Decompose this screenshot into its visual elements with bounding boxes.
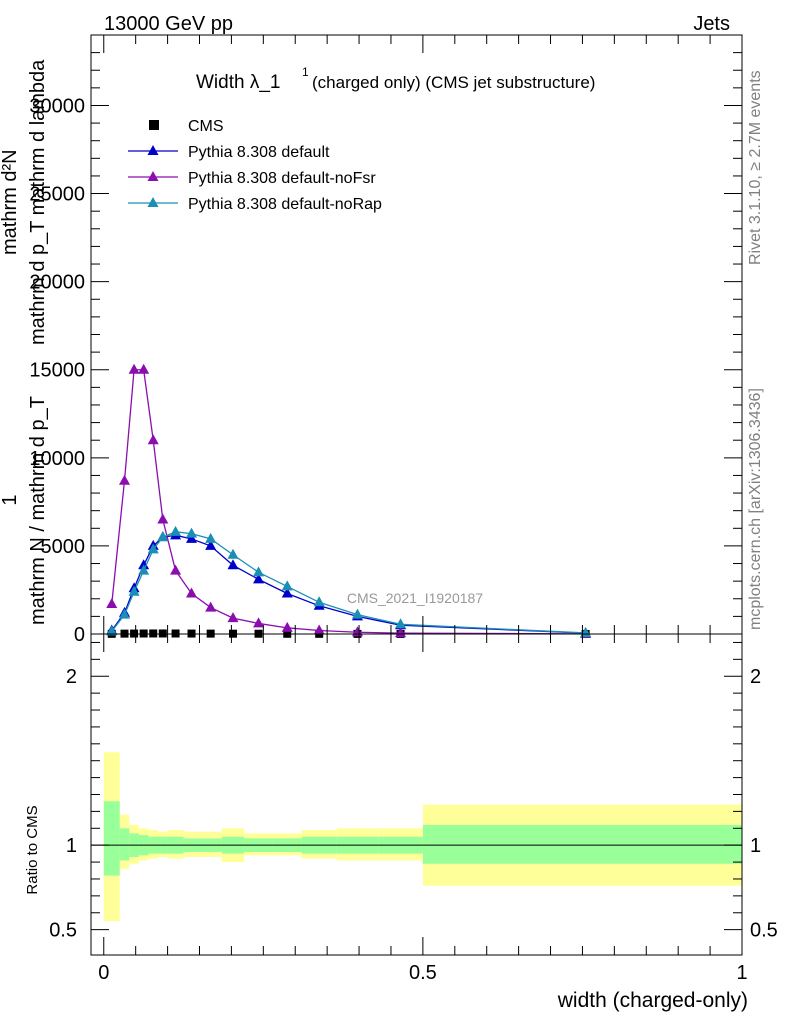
ratio-y-tick-label: 2 (66, 666, 77, 688)
series-point (253, 617, 265, 628)
legend-entry: Pythia 8.308 default (128, 144, 330, 161)
main-y-tick-label: 25000 (29, 184, 85, 206)
series-point (170, 525, 182, 536)
series-point (227, 548, 239, 559)
main-y-tick-label: 0 (74, 624, 85, 646)
ratio-y-axis-label: Ratio to CMS (24, 805, 41, 894)
series-point (106, 625, 118, 636)
series-point (138, 564, 150, 575)
series-point (157, 513, 169, 524)
x-axis-label: width (charged-only) (557, 989, 748, 1012)
main-plot-axes: 0 5000 10000 15000 20000 25000 30000 (29, 34, 743, 646)
ratio-inner-band (103, 801, 120, 876)
ratio-y-tick-label: 1 (66, 835, 77, 857)
plot-title-main: Width λ_1 (196, 72, 280, 93)
series-point (106, 598, 118, 609)
series-point (253, 566, 265, 577)
main-y-tick-label: 15000 (29, 360, 85, 382)
series-point (128, 363, 140, 374)
series-point (395, 627, 407, 638)
legend-label: Pythia 8.308 default-noRap (188, 196, 382, 213)
y-label-numerator: mathrm d²N (0, 149, 21, 255)
plot-title: Width λ_1 1 (charged only) (CMS jet subs… (196, 65, 595, 93)
x-tick-label: 0 (98, 962, 109, 984)
series-point (119, 608, 131, 619)
series-point (227, 612, 239, 623)
series-point (170, 564, 182, 575)
analysis-watermark: CMS_2021_I1920187 (347, 590, 483, 606)
mcplots-reference-label: mcplots.cern.ch [arXiv:1306.3436] (747, 388, 764, 630)
x-tick-label: 1 (736, 962, 747, 984)
series-point (395, 618, 407, 629)
header-category-label: Jets (693, 13, 730, 35)
header-collision-label: 13000 GeV pp (104, 13, 233, 35)
main-y-tick-label: 30000 (29, 95, 85, 117)
ratio-plot-area (91, 752, 742, 922)
ratio-inner-band (119, 828, 130, 861)
series-point (281, 580, 293, 591)
ratio-plot-axes: 0.5 0.51 12 20 0.5 1 (49, 633, 778, 984)
series-point (313, 596, 325, 607)
ratio-y-tick-label-right: 1 (750, 835, 761, 857)
series-line (111, 534, 586, 634)
ratio-inner-band (422, 824, 742, 864)
series-line (111, 369, 586, 635)
main-y-tick-label: 10000 (29, 448, 85, 470)
legend-entry: Pythia 8.308 default-noRap (128, 196, 382, 213)
main-y-tick-label: 5000 (41, 536, 86, 558)
plot-title-superscript: 1 (302, 65, 309, 79)
y-label-denominator: mathrm d p_T mathrm d lambda (27, 59, 49, 345)
ratio-plot-frame (90, 633, 743, 956)
y-label-prefix-denominator: mathrm N / mathrm d p_T (27, 396, 49, 625)
ratio-y-tick-label-right: 0.5 (750, 920, 778, 942)
series-point (147, 434, 159, 445)
series-point (186, 587, 198, 598)
series-point (119, 474, 131, 485)
series-pythia-8-308-default-norap (106, 525, 592, 637)
legend-entry: CMS (149, 118, 224, 135)
series-pythia-8-308-default (106, 529, 592, 638)
x-tick-label: 0.5 (409, 962, 437, 984)
ratio-y-tick-label: 0.5 (49, 920, 77, 942)
data-point (149, 629, 158, 638)
series-point (186, 532, 198, 543)
series-point (186, 527, 198, 538)
series-point (138, 559, 150, 570)
series-point (253, 573, 265, 584)
main-y-axis-label: 1 mathrm N / mathrm d p_T mathrm d²N mat… (0, 59, 49, 625)
legend-marker (147, 197, 159, 207)
series-point (281, 621, 293, 632)
series-point (205, 601, 217, 612)
legend-marker (147, 171, 159, 181)
plot-title-rest: (charged only) (CMS jet substructure) (312, 73, 595, 92)
series-point (157, 531, 169, 542)
main-y-tick-label: 20000 (29, 272, 85, 294)
legend-marker (149, 120, 159, 130)
legend-marker (147, 145, 159, 155)
series-point (205, 539, 217, 550)
series-point (205, 532, 217, 543)
series-line (111, 531, 586, 634)
series-point (147, 543, 159, 554)
series-point (313, 624, 325, 635)
legend-label: Pythia 8.308 default (188, 144, 330, 161)
data-point (158, 629, 167, 638)
legend-label: Pythia 8.308 default-noFsr (188, 170, 376, 187)
legend-entry: Pythia 8.308 default-noFsr (128, 170, 376, 187)
series-point (281, 587, 293, 598)
y-label-prefix-numerator: 1 (0, 494, 21, 505)
legend: CMS Pythia 8.308 default Pythia 8.308 defa… (128, 118, 382, 213)
legend-label: CMS (188, 118, 224, 135)
ratio-y-tick-label-right: 2 (750, 666, 761, 688)
series-point (227, 559, 239, 570)
series-point (351, 608, 363, 619)
rivet-version-label: Rivet 3.1.10, ≥ 2.7M events (747, 70, 764, 265)
series-point (138, 363, 150, 374)
series-point (128, 585, 140, 596)
